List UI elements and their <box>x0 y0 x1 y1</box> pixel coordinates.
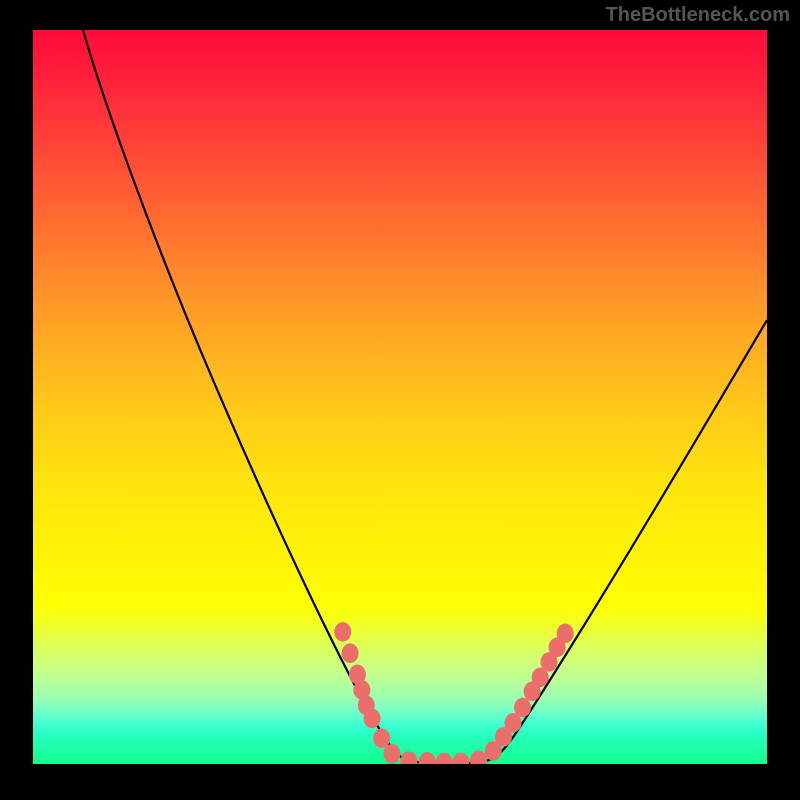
plot-area <box>33 30 767 764</box>
watermark-text: TheBottleneck.com <box>606 4 790 27</box>
gradient-background <box>33 30 767 764</box>
